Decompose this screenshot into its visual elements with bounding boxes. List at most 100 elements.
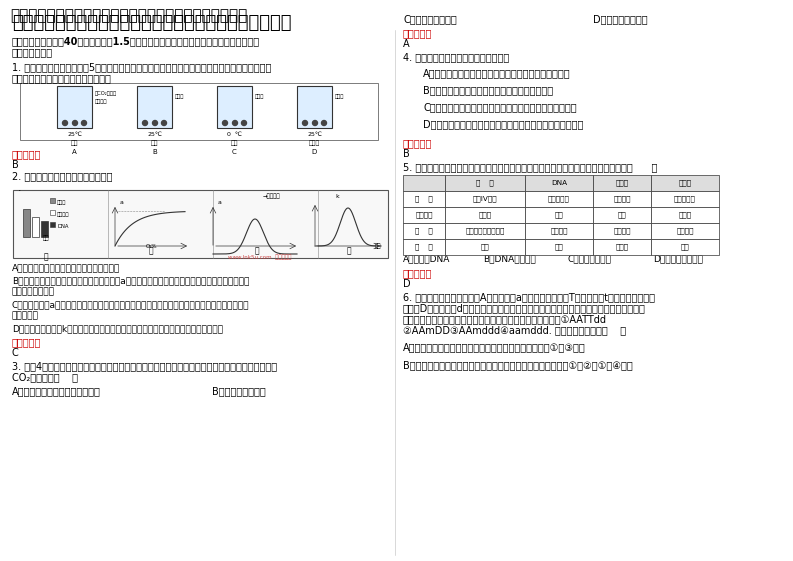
Text: 一定要用显微镜观察: 一定要用显微镜观察 bbox=[465, 228, 504, 234]
Bar bbox=[13, 190, 388, 258]
Text: B、若采用花粉鉴定法验证基因的自由组合定律，可以选择亲本①和②、①和④杂交: B、若采用花粉鉴定法验证基因的自由组合定律，可以选择亲本①和②、①和④杂交 bbox=[403, 360, 633, 370]
Text: 暗光: 暗光 bbox=[71, 140, 79, 146]
Text: 题目要求的。）: 题目要求的。） bbox=[12, 47, 53, 57]
Bar bbox=[403, 223, 445, 239]
Text: 4. 下列关于细胞周期的说法不正确的是: 4. 下列关于细胞周期的说法不正确的是 bbox=[403, 52, 509, 62]
Bar bbox=[593, 239, 651, 255]
Text: 试    剂: 试 剂 bbox=[415, 196, 433, 203]
Text: CO₂的试管有（    ）: CO₂的试管有（ ） bbox=[12, 372, 78, 382]
Text: 不暗光: 不暗光 bbox=[309, 140, 320, 146]
Text: 蓝，糯性花粉遇碘液变棕色。现有四种纯合子基因型分别为：①AATTdd: 蓝，糯性花粉遇碘液变棕色。现有四种纯合子基因型分别为：①AATTdd bbox=[403, 314, 607, 324]
Text: A: A bbox=[403, 39, 410, 49]
Text: 长形（D）对圆形（d）为显性，三对等位基因位于三对同源染色体上，非糯性花粉遇碘液变: 长形（D）对圆形（d）为显性，三对等位基因位于三对同源染色体上，非糯性花粉遇碘液… bbox=[403, 303, 646, 313]
Text: 6. 某单子叶植物的非糯性（A）对糯性（a）为显性，抗病（T）对染病（t）为显性，花粉粒: 6. 某单子叶植物的非糯性（A）对糯性（a）为显性，抗病（T）对染病（t）为显性… bbox=[403, 292, 655, 302]
Text: 25℃: 25℃ bbox=[147, 132, 162, 137]
Text: 身能够生长: 身能够生长 bbox=[12, 311, 39, 320]
Bar bbox=[525, 191, 593, 207]
Bar bbox=[651, 239, 719, 255]
Text: B、葡萄糖＋线粒体: B、葡萄糖＋线粒体 bbox=[212, 386, 266, 396]
Text: 参考答案：: 参考答案： bbox=[403, 268, 432, 278]
Text: 的自来水: 的自来水 bbox=[95, 99, 108, 104]
Text: A、具有特定形态、结构和功能的成熟细胞没有细胞周期: A、具有特定形态、结构和功能的成熟细胞没有细胞周期 bbox=[423, 68, 571, 78]
Circle shape bbox=[63, 121, 67, 126]
Text: 直接观察: 直接观察 bbox=[550, 228, 568, 234]
Text: C、脂肪，葡萄糖: C、脂肪，葡萄糖 bbox=[568, 254, 612, 263]
Text: 参考答案：: 参考答案： bbox=[12, 149, 41, 159]
Text: .: . bbox=[12, 183, 21, 193]
Text: k: k bbox=[335, 194, 339, 199]
Bar bbox=[50, 198, 55, 203]
Bar bbox=[297, 86, 332, 128]
Text: 丁: 丁 bbox=[347, 246, 351, 255]
Text: 现    象: 现 象 bbox=[415, 243, 433, 250]
Text: 直接观察: 直接观察 bbox=[676, 228, 694, 234]
Bar bbox=[445, 175, 525, 191]
Circle shape bbox=[162, 121, 167, 126]
Text: 蓝色: 蓝色 bbox=[554, 243, 563, 250]
Text: A、若采用花粉鉴定法验证基因的分离定律，应选择亲本①和③杂交: A、若采用花粉鉴定法验证基因的分离定律，应选择亲本①和③杂交 bbox=[403, 342, 586, 352]
Text: 温度: 温度 bbox=[375, 243, 381, 249]
Text: 自来水: 自来水 bbox=[255, 94, 264, 99]
Bar bbox=[20, 83, 378, 140]
Text: B、DNA，蛋白质: B、DNA，蛋白质 bbox=[483, 254, 536, 263]
Text: C、丙酮酸＋叶绿体: C、丙酮酸＋叶绿体 bbox=[403, 14, 457, 24]
Bar bbox=[651, 223, 719, 239]
Text: 2. 对下列图解的相关解释中正确的是: 2. 对下列图解的相关解释中正确的是 bbox=[12, 171, 113, 181]
Text: DNA: DNA bbox=[57, 224, 68, 229]
Text: 含CO₂过饱和: 含CO₂过饱和 bbox=[95, 91, 117, 96]
Text: 一、选择题（本题共40小题，每小题1.5分。在每小题给出的四个选项中，只有一项是符合: 一、选择题（本题共40小题，每小题1.5分。在每小题给出的四个选项中，只有一项是… bbox=[12, 36, 260, 46]
Text: 加热: 加热 bbox=[618, 211, 626, 218]
Text: a: a bbox=[218, 200, 222, 205]
Text: 25℃: 25℃ bbox=[307, 132, 322, 137]
Text: 红色: 红色 bbox=[481, 243, 489, 250]
Text: 斐林试剂: 斐林试剂 bbox=[613, 196, 630, 203]
Bar bbox=[445, 239, 525, 255]
Text: D、丙酮酸＋内质网: D、丙酮酸＋内质网 bbox=[593, 14, 648, 24]
Text: D: D bbox=[312, 149, 317, 155]
Text: ②AAmDD③AAmddd④aamddd. 下列说法正确的是（    ）: ②AAmDD③AAmddd④aamddd. 下列说法正确的是（ ） bbox=[403, 325, 626, 335]
Text: C: C bbox=[12, 348, 19, 358]
Text: C、细胞的种类不同，细胞周期所经历的时间长短也不相同: C、细胞的种类不同，细胞周期所经历的时间长短也不相同 bbox=[423, 102, 577, 112]
Bar bbox=[525, 207, 593, 223]
Text: 5. 下列关于物质的鉴定，对采用的试剂、实验操作方法及实验现象的描述，正确的是（      ）: 5. 下列关于物质的鉴定，对采用的试剂、实验操作方法及实验现象的描述，正确的是（… bbox=[403, 162, 657, 172]
Text: 自来水: 自来水 bbox=[175, 94, 185, 99]
Circle shape bbox=[232, 121, 237, 126]
Text: 中离子浓度的限制: 中离子浓度的限制 bbox=[12, 287, 55, 296]
Text: DNA: DNA bbox=[551, 180, 567, 186]
Text: 四川省南充市阆中白塔中学高三生物上学期期末试题含解析: 四川省南充市阆中白塔中学高三生物上学期期末试题含解析 bbox=[10, 8, 247, 23]
Text: 直接观察: 直接观察 bbox=[613, 228, 630, 234]
Circle shape bbox=[223, 121, 228, 126]
Text: 暗光: 暗光 bbox=[151, 140, 159, 146]
Text: 参考答案：: 参考答案： bbox=[403, 28, 432, 38]
Text: O₂%: O₂% bbox=[145, 244, 157, 249]
Circle shape bbox=[312, 121, 317, 126]
Bar bbox=[593, 191, 651, 207]
Bar bbox=[525, 175, 593, 191]
Text: 紫色: 紫色 bbox=[680, 243, 689, 250]
Bar bbox=[651, 191, 719, 207]
Text: www.lnk5u.com  高考资源网: www.lnk5u.com 高考资源网 bbox=[228, 254, 292, 260]
Bar bbox=[445, 191, 525, 207]
Text: B、一个细胞处于细胞周期中时，其代谢活动减弱: B、一个细胞处于细胞周期中时，其代谢活动减弱 bbox=[423, 85, 554, 95]
Bar bbox=[57, 86, 92, 128]
Bar bbox=[137, 86, 172, 128]
Text: 甲基绿溶液: 甲基绿溶液 bbox=[548, 196, 570, 203]
Text: 加热: 加热 bbox=[554, 211, 563, 218]
Bar bbox=[651, 207, 719, 223]
Text: 观    察: 观 察 bbox=[415, 228, 433, 234]
Text: 乙: 乙 bbox=[149, 246, 153, 255]
Text: 四川省南充市阆中白塔中学高三生物上学期期末试题含解析: 四川省南充市阆中白塔中学高三生物上学期期末试题含解析 bbox=[12, 14, 292, 32]
Text: A、葡萄糖＋细胞膜已破裂的细胞: A、葡萄糖＋细胞膜已破裂的细胞 bbox=[12, 386, 101, 396]
Bar bbox=[593, 223, 651, 239]
Text: B: B bbox=[12, 160, 19, 170]
Circle shape bbox=[152, 121, 158, 126]
Text: 时期: 时期 bbox=[43, 236, 49, 241]
Text: C、当用图丙中a点所对应浓度的生长素处理芽时，生长素既不促进也不抑制芽的生长，但此时芽本: C、当用图丙中a点所对应浓度的生长素处理芽时，生长素既不促进也不抑制芽的生长，但… bbox=[12, 300, 250, 309]
Text: B: B bbox=[403, 149, 410, 159]
Text: 蛋白质: 蛋白质 bbox=[679, 180, 691, 186]
Circle shape bbox=[321, 121, 327, 126]
Text: 甲: 甲 bbox=[44, 252, 48, 261]
Text: 暗光: 暗光 bbox=[231, 140, 238, 146]
Text: 自来水: 自来水 bbox=[335, 94, 344, 99]
Text: A: A bbox=[72, 149, 77, 155]
